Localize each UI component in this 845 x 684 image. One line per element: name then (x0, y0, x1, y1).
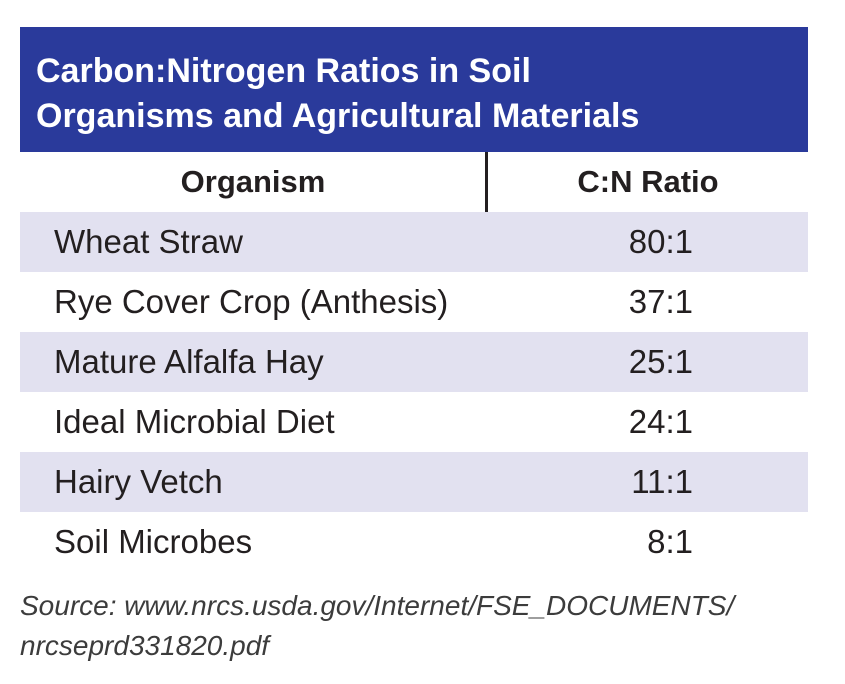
ratio-cell: 11:1 (631, 463, 693, 500)
table-title: Carbon:Nitrogen Ratios in Soil Organisms… (20, 27, 808, 152)
table-row: Mature Alfalfa Hay 25:1 (20, 332, 808, 392)
source-citation: Source: www.nrcs.usda.gov/Internet/FSE_D… (20, 586, 820, 666)
ratio-cell: 8:1 (647, 523, 693, 560)
table-row: Hairy Vetch 11:1 (20, 452, 808, 512)
organism-cell: Ideal Microbial Diet (54, 403, 335, 440)
organism-cell: Soil Microbes (54, 523, 253, 560)
table-row: Wheat Straw 80:1 (20, 212, 808, 272)
cn-ratio-table: Carbon:Nitrogen Ratios in Soil Organisms… (20, 27, 808, 572)
ratio-cell: 37:1 (628, 283, 693, 320)
source-citation-line-1: Source: www.nrcs.usda.gov/Internet/FSE_D… (20, 590, 735, 621)
column-header-ratio: C:N Ratio (577, 164, 719, 199)
source-citation-line-2: nrcseprd331820.pdf (20, 630, 270, 661)
table-title-line-2: Organisms and Agricultural Materials (36, 97, 640, 135)
table-row: Rye Cover Crop (Anthesis) 37:1 (20, 272, 808, 332)
organism-cell: Hairy Vetch (54, 463, 223, 500)
column-header-organism: Organism (180, 164, 326, 199)
table-title-line-1: Carbon:Nitrogen Ratios in Soil (36, 52, 531, 90)
ratio-cell: 24:1 (628, 403, 693, 440)
table-row: Soil Microbes 8:1 (20, 512, 808, 572)
column-divider (485, 152, 488, 212)
organism-cell: Wheat Straw (54, 223, 243, 260)
ratio-cell: 80:1 (628, 223, 693, 260)
organism-cell: Rye Cover Crop (Anthesis) (54, 283, 449, 320)
table-row: Ideal Microbial Diet 24:1 (20, 392, 808, 452)
table-header-row: Organism C:N Ratio (20, 152, 808, 212)
organism-cell: Mature Alfalfa Hay (54, 343, 324, 380)
ratio-cell: 25:1 (628, 343, 693, 380)
